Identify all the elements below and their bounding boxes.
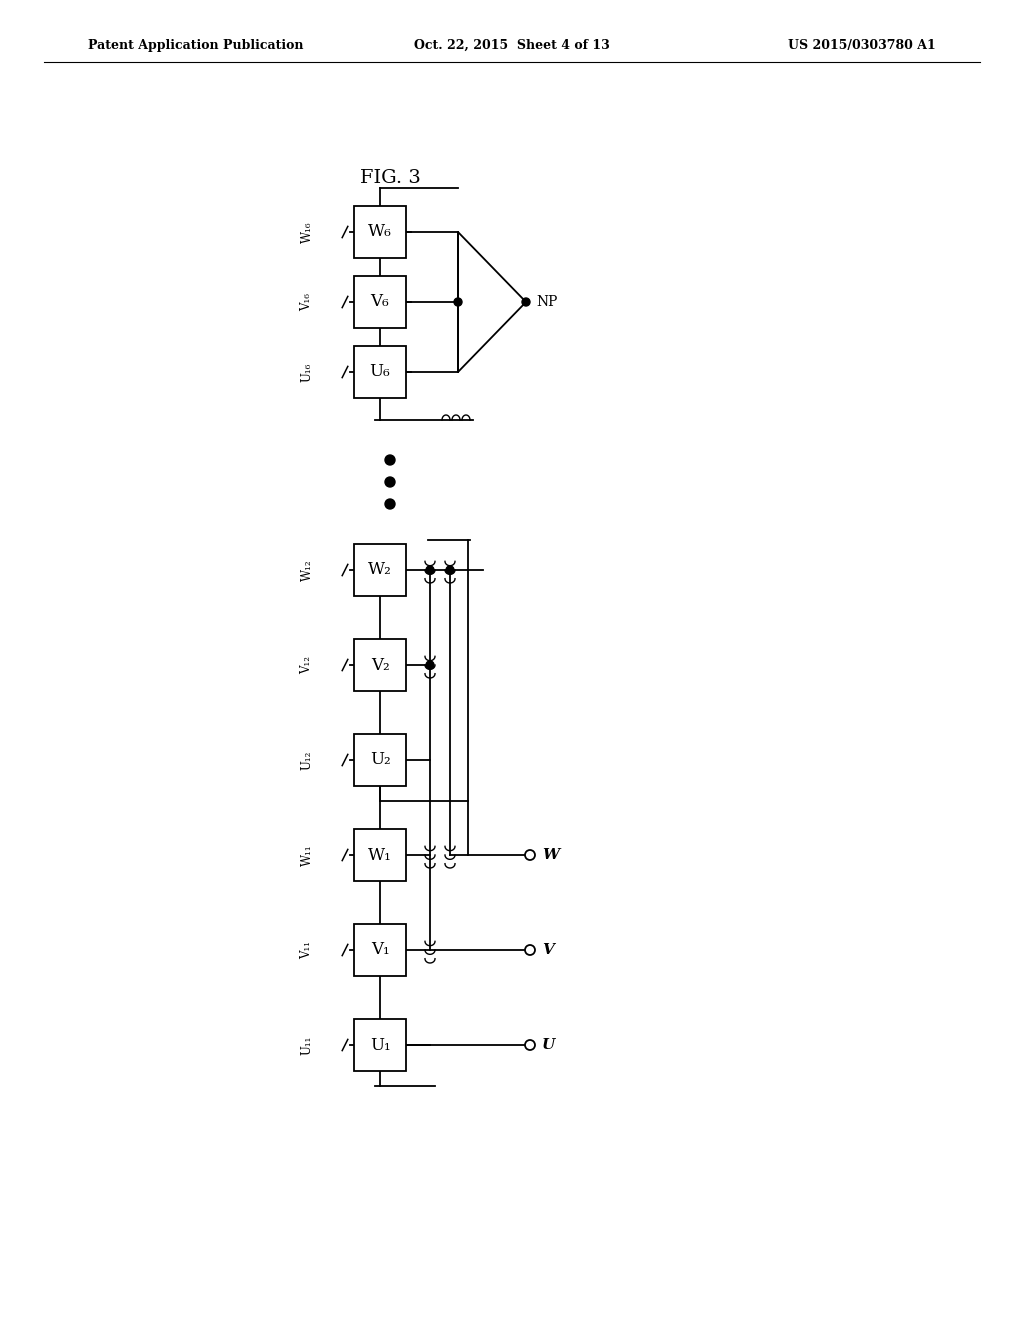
Text: U₁₆: U₁₆: [300, 362, 313, 381]
Circle shape: [385, 499, 395, 510]
Bar: [354, 206, 406, 257]
Text: V: V: [542, 942, 554, 957]
Circle shape: [522, 298, 530, 306]
Text: U₂: U₂: [370, 751, 390, 768]
Circle shape: [454, 298, 462, 306]
Text: U₁₂: U₁₂: [300, 750, 313, 770]
Text: NP: NP: [536, 294, 557, 309]
Text: V₁₆: V₁₆: [300, 293, 313, 312]
Bar: [354, 924, 406, 975]
Circle shape: [426, 566, 434, 574]
Bar: [354, 829, 406, 880]
Text: U₁₁: U₁₁: [300, 1035, 313, 1055]
Circle shape: [385, 477, 395, 487]
Circle shape: [446, 566, 454, 574]
Bar: [354, 276, 406, 327]
Bar: [354, 544, 406, 597]
Text: W₆: W₆: [368, 223, 392, 240]
Text: W₂: W₂: [368, 561, 392, 578]
Text: W₁₆: W₁₆: [300, 222, 313, 243]
Text: Oct. 22, 2015  Sheet 4 of 13: Oct. 22, 2015 Sheet 4 of 13: [414, 38, 610, 51]
Text: U: U: [542, 1038, 555, 1052]
Bar: [354, 734, 406, 785]
Text: V₆: V₆: [371, 293, 389, 310]
Bar: [354, 639, 406, 690]
Text: W₁₁: W₁₁: [300, 845, 313, 866]
Text: U₆: U₆: [370, 363, 390, 380]
Circle shape: [426, 661, 434, 669]
Text: W₁: W₁: [368, 846, 392, 863]
Bar: [354, 346, 406, 399]
Text: V₁₂: V₁₂: [300, 656, 313, 675]
Text: V₁₁: V₁₁: [300, 941, 313, 960]
Text: U₁: U₁: [370, 1036, 390, 1053]
Text: V₂: V₂: [371, 656, 389, 673]
Text: W₁₂: W₁₂: [300, 560, 313, 581]
Text: V₁: V₁: [371, 941, 389, 958]
Text: Patent Application Publication: Patent Application Publication: [88, 38, 303, 51]
Text: W: W: [542, 847, 559, 862]
Circle shape: [385, 455, 395, 465]
Bar: [354, 1019, 406, 1071]
Text: FIG. 3: FIG. 3: [359, 169, 421, 187]
Text: US 2015/0303780 A1: US 2015/0303780 A1: [788, 38, 936, 51]
